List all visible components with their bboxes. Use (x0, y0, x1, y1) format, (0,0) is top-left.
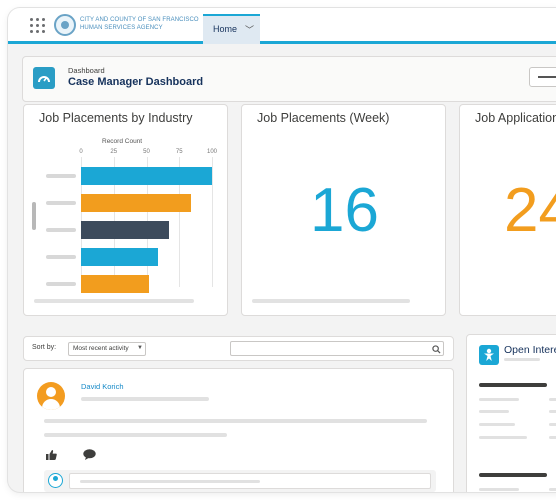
chart-bar[interactable] (81, 275, 150, 293)
open-interests-title: Open Interests (504, 344, 556, 356)
interest-field-placeholder (549, 423, 556, 426)
agency-line-2: HUMAN SERVICES AGENCY (80, 25, 163, 31)
interest-field-placeholder (549, 410, 556, 413)
chart-bar[interactable] (81, 167, 212, 185)
week-placements-value: 16 (310, 176, 379, 245)
chart-axis-label: Record Count (102, 138, 143, 145)
week-footer-placeholder (252, 299, 410, 303)
app-launcher-icon[interactable] (30, 18, 46, 34)
interest-field-placeholder (549, 398, 556, 401)
page-title: Case Manager Dashboard (68, 76, 204, 88)
tab-home-label: Home (213, 24, 238, 34)
header-action-button[interactable] (529, 67, 556, 87)
job-applications-card: Job Applications 24 (459, 104, 556, 316)
interest-field-placeholder (479, 423, 515, 426)
chart-bar[interactable] (81, 194, 192, 212)
job-applications-title: Job Applications (475, 111, 556, 125)
interest-heading-placeholder (479, 383, 547, 387)
comment-box (44, 470, 436, 492)
interest-heading-placeholder (479, 473, 547, 477)
chart-category-label (46, 228, 76, 232)
open-interests-card: Open Interests (466, 334, 556, 492)
agency-seal-logo (54, 14, 76, 36)
chart-category-label (46, 282, 76, 286)
like-icon[interactable] (46, 450, 57, 460)
chart-bar[interactable] (81, 248, 159, 266)
app-window: CITY AND COUNTY OF SAN FRANCISCO HUMAN S… (8, 8, 556, 492)
feed-toolbar: Sort by: Most recent activity ▼ (23, 336, 454, 361)
post-body-line (44, 433, 227, 437)
post-meta-placeholder (81, 397, 209, 401)
chart-tick-label: 0 (79, 149, 83, 155)
sort-select-value: Most recent activity (73, 345, 129, 352)
chart-category-label (46, 174, 76, 178)
interest-field-placeholder (479, 410, 509, 413)
chart-category-label (46, 255, 76, 259)
industry-chart-card: Job Placements by Industry Record Count … (23, 104, 228, 316)
chart-tick-label: 75 (175, 149, 183, 155)
open-interests-subtitle-placeholder (504, 358, 540, 361)
chart-tick-label: 50 (143, 149, 150, 155)
interest-field-placeholder (479, 436, 527, 439)
agency-name: CITY AND COUNTY OF SAN FRANCISCO HUMAN S… (80, 16, 199, 32)
page-header: Dashboard Case Manager Dashboard (22, 56, 556, 102)
chart-scrollbar[interactable] (32, 202, 36, 230)
comment-icon[interactable] (83, 449, 96, 460)
interest-field-placeholder (549, 436, 556, 439)
search-icon (432, 345, 441, 354)
chart-footer-placeholder (34, 299, 194, 303)
chart-category-label (46, 201, 76, 205)
page-kicker: Dashboard (68, 66, 105, 75)
chevron-down-icon[interactable]: ﹀ (245, 25, 255, 35)
post-body-line (44, 419, 427, 423)
comment-input[interactable] (69, 473, 431, 489)
industry-chart-title: Job Placements by Industry (39, 111, 193, 125)
post-author-link[interactable]: David Korich (81, 382, 124, 391)
sort-label: Sort by: (32, 344, 57, 351)
interest-field-placeholder (549, 488, 556, 491)
agency-line-1: CITY AND COUNTY OF SAN FRANCISCO (80, 17, 199, 23)
feed-post: David Korich (23, 368, 454, 492)
interest-field-placeholder (479, 488, 519, 491)
job-applications-value: 24 (504, 176, 556, 245)
sort-select[interactable]: Most recent activity ▼ (68, 342, 146, 356)
user-avatar-icon (48, 473, 63, 488)
feed-search-input[interactable] (230, 341, 444, 356)
week-placements-card: Job Placements (Week) 16 (241, 104, 446, 316)
interest-field-placeholder (479, 398, 519, 401)
caret-down-icon: ▼ (137, 345, 143, 351)
chart-tick-label: 25 (110, 149, 118, 155)
chart-gridline (212, 157, 213, 287)
star-icon (479, 345, 499, 365)
top-navigation: CITY AND COUNTY OF SAN FRANCISCO HUMAN S… (8, 8, 556, 44)
chart-bar[interactable] (81, 221, 169, 239)
tab-home[interactable]: Home ﹀ (203, 14, 260, 44)
dashboard-gauge-icon (33, 67, 55, 89)
week-placements-title: Job Placements (Week) (257, 111, 390, 125)
chart-tick-label: 100 (206, 149, 218, 155)
chart-gridline (179, 157, 181, 287)
avatar[interactable] (37, 382, 65, 410)
